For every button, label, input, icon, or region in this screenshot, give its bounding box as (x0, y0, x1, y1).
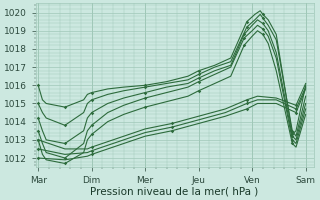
X-axis label: Pression niveau de la mer( hPa ): Pression niveau de la mer( hPa ) (91, 187, 259, 197)
